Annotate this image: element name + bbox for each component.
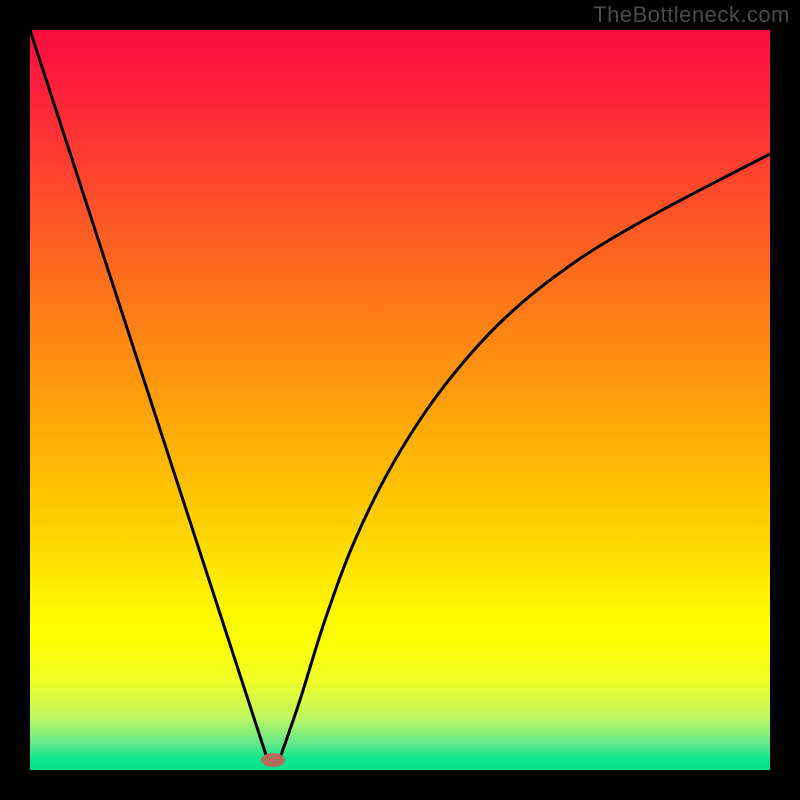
gradient-background: [30, 30, 770, 770]
watermark-text: TheBottleneck.com: [593, 2, 790, 28]
bottleneck-chart: [0, 0, 800, 800]
minimum-marker: [261, 753, 285, 767]
chart-container: TheBottleneck.com: [0, 0, 800, 800]
